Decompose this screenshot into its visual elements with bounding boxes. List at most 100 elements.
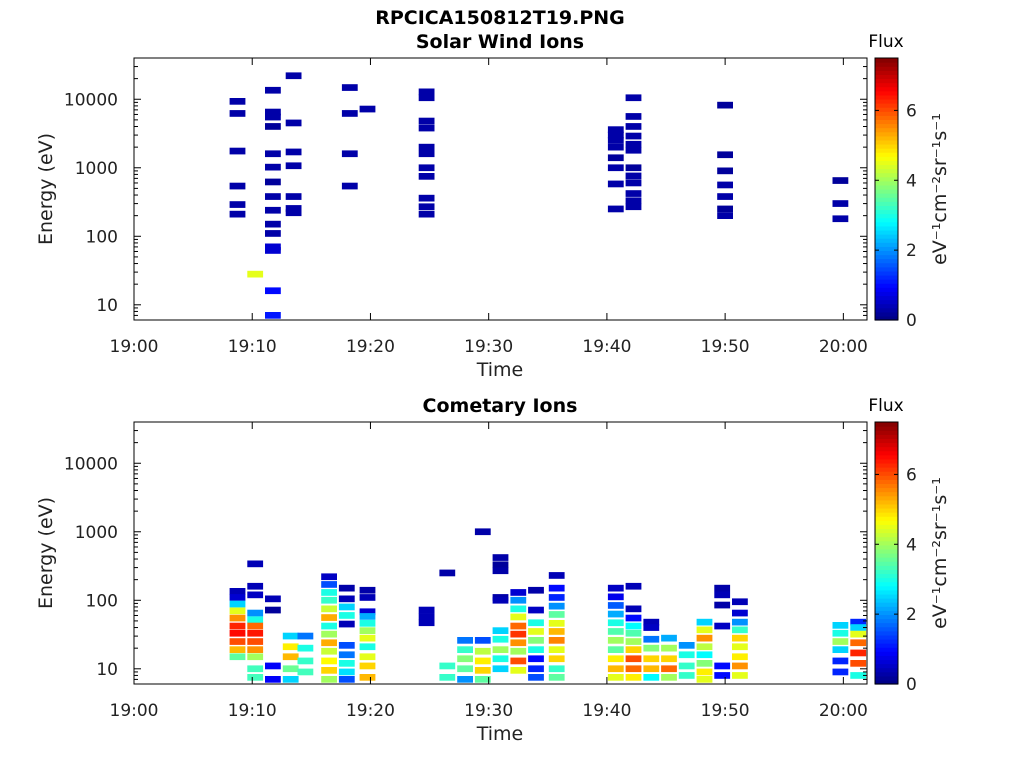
heatmap-cell: [607, 126, 624, 133]
heatmap-cell: [832, 629, 849, 637]
heatmap-cell: [492, 635, 509, 643]
colorbar-tick-label: 0: [906, 675, 917, 695]
colorbar-swatch: [875, 462, 898, 468]
colorbar-swatch: [875, 491, 898, 497]
colorbar-swatch: [875, 647, 898, 652]
colorbar-frame: [874, 421, 899, 685]
colorbar-swatch: [875, 66, 898, 71]
heatmap-cell: [341, 150, 358, 158]
colorbar-swatch: [875, 90, 898, 96]
heatmap-cell: [338, 620, 355, 628]
colorbar-swatch: [875, 524, 898, 530]
colorbar-swatch: [875, 279, 898, 284]
colorbar-swatch: [875, 180, 898, 186]
y-axis-label: Energy (eV): [35, 133, 57, 245]
heatmap-cell: [850, 660, 867, 667]
heatmap-cell: [247, 560, 264, 568]
colorbar-swatch: [875, 499, 898, 505]
heatmap-cell: [247, 591, 264, 599]
heatmap-cell: [714, 591, 731, 599]
heatmap-cell: [661, 634, 677, 642]
heatmap-cell: [643, 674, 660, 681]
heatmap-cells: [229, 72, 849, 319]
heatmap-cell: [265, 287, 281, 295]
heatmap-cell: [607, 164, 624, 172]
heatmap-cell: [265, 108, 281, 116]
heatmap-cell: [338, 651, 355, 659]
heatmap-cell: [321, 622, 337, 630]
colorbar-swatch: [875, 422, 898, 427]
colorbar-units: eV⁻¹cm⁻²sr⁻¹s⁻¹: [929, 477, 951, 629]
colorbar-swatch: [875, 258, 898, 264]
x-tick-label: 19:50: [701, 337, 750, 357]
heatmap-cell: [418, 203, 435, 211]
heatmap-cell: [359, 674, 376, 681]
heatmap-cell: [474, 637, 491, 644]
colorbar-swatch: [875, 156, 898, 161]
heatmap-cell: [282, 643, 299, 651]
colorbar-swatch: [875, 262, 898, 268]
heatmap-cell: [439, 662, 456, 670]
heatmap-cell: [714, 622, 731, 630]
colorbar-swatch: [875, 602, 898, 607]
heatmap-cell: [265, 662, 281, 670]
heatmap-cell: [528, 637, 544, 644]
colorbar-swatch: [875, 164, 898, 170]
heatmap-cell: [229, 588, 246, 595]
heatmap-cell: [643, 655, 660, 663]
heatmap-cell: [282, 653, 299, 661]
heatmap-cell: [247, 622, 264, 630]
heatmap-cell: [247, 638, 264, 645]
heatmap-cell: [510, 630, 527, 638]
heatmap-cell: [265, 163, 281, 171]
x-tick-label: 19:30: [464, 701, 513, 721]
heatmap-cell: [229, 622, 246, 630]
heatmap-cell: [607, 143, 624, 151]
heatmap-cell: [625, 172, 642, 180]
heatmap-cell: [359, 643, 376, 651]
heatmap-cell: [625, 113, 642, 120]
heatmap-cell: [661, 674, 677, 681]
colorbar-swatch: [875, 569, 898, 575]
colorbar-swatch: [875, 274, 898, 280]
heatmap-cell: [418, 164, 435, 172]
colorbar-swatch: [875, 217, 898, 223]
colorbar-swatch: [875, 246, 898, 251]
heatmap-cell: [832, 638, 849, 645]
colorbar-swatch: [875, 454, 898, 460]
colorbar-swatch: [875, 544, 898, 550]
colorbar-swatch: [875, 659, 898, 665]
heatmap-cell: [714, 662, 731, 670]
heatmap-cell: [285, 205, 302, 212]
panel-title: Cometary Ions: [423, 395, 578, 417]
colorbar-swatch: [875, 577, 898, 583]
heatmap-cell: [492, 554, 509, 561]
heatmap-cell: [607, 646, 624, 653]
heatmap-cell: [696, 626, 713, 634]
heatmap-cell: [625, 197, 642, 205]
x-tick-label: 19:00: [110, 701, 159, 721]
colorbar-swatch: [875, 70, 898, 75]
colorbar-tick-label: 2: [906, 605, 917, 625]
x-tick-label: 20:00: [819, 701, 868, 721]
heatmap-cell: [282, 632, 299, 640]
heatmap-cell: [607, 628, 624, 635]
heatmap-cell: [607, 674, 624, 681]
colorbar-label: Flux: [868, 396, 903, 416]
heatmap-cell: [418, 88, 435, 96]
heatmap-cell: [732, 634, 748, 642]
colorbar-swatch: [875, 450, 898, 456]
colorbar-swatch: [875, 315, 898, 321]
colorbar-tick-label: 6: [906, 465, 917, 485]
colorbar-swatch: [875, 638, 898, 644]
heatmap-cell: [643, 624, 660, 631]
heatmap-cell: [528, 646, 544, 653]
colorbar-swatch: [875, 303, 898, 309]
heatmap-cell: [247, 653, 264, 661]
heatmap-cell: [732, 662, 748, 670]
heatmap-cell: [418, 194, 435, 202]
colorbar: 0 2 4 6: [874, 57, 917, 331]
heatmap-cell: [625, 94, 642, 102]
heatmap-cell: [850, 649, 867, 657]
